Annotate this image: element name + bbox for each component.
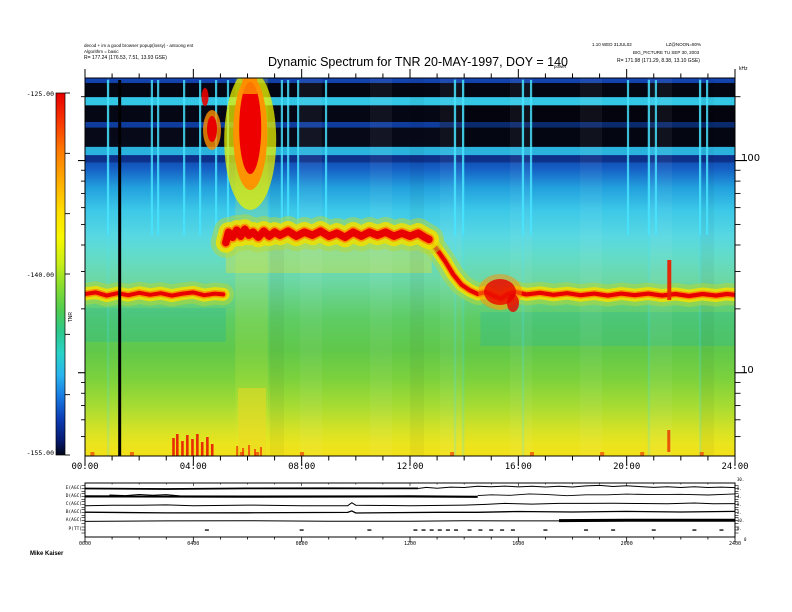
trace-label-a-agc: A(AGC) xyxy=(65,517,82,523)
colorbar xyxy=(55,92,66,456)
panel-time-1600: 1600 xyxy=(512,541,525,547)
header-program: BIG_PICTURE TU SEP 30, 2003 xyxy=(633,50,700,55)
panel-right-mark-4: 2. xyxy=(737,510,742,515)
header-lz-note: LZ@NOON=80% xyxy=(666,42,701,47)
time-label-24: 24:00 xyxy=(721,462,749,472)
trace-label-e-agc: E(AGC) xyxy=(65,485,82,491)
colorbar-label-mid: -140.00 xyxy=(26,270,54,279)
panel-right-mark-6: 0. xyxy=(737,526,742,531)
panel-time-1200: 1200 xyxy=(403,541,417,547)
panel-right-mark-2: 4. xyxy=(737,494,742,499)
freq-label-10: 10 xyxy=(741,365,754,376)
freq-unit-label: kHz xyxy=(739,66,748,72)
status-panel-traces xyxy=(81,484,739,534)
colorbar-label-max: -125.00 xyxy=(26,89,54,98)
time-label-20: 20:00 xyxy=(613,462,641,472)
header-left-line2: Algorithm = basic xyxy=(84,49,119,54)
panel-time-2000: 2000 xyxy=(620,541,633,547)
trace-label-ptt: P(TT) xyxy=(68,527,82,532)
time-label-12: 12:00 xyxy=(396,462,424,472)
panel-right-mark-1: 8. xyxy=(737,486,742,491)
freq-label-100: 100 xyxy=(741,153,761,164)
page-title: Dynamic Spectrum for TNR 20-MAY-1997, DO… xyxy=(268,55,569,69)
status-panel-border xyxy=(84,482,736,538)
panel-time-0800: 0800 xyxy=(295,541,308,547)
header-left-position: R= 177.24 (176.53, 7.51, 13.93 GSE) xyxy=(84,55,167,61)
panel-right-mark-5: 10. xyxy=(737,518,745,523)
power-note: power xyxy=(554,64,567,69)
colorbar-axis-label: TNR xyxy=(68,312,74,323)
panel-time-0400: 0400 xyxy=(187,541,200,547)
axes-ticks xyxy=(65,69,747,542)
time-label-00: 00:00 xyxy=(71,462,99,472)
time-label-04: 04:00 xyxy=(179,462,207,472)
time-label-08: 08:00 xyxy=(288,462,316,472)
panel-time-2400: 2400 xyxy=(728,541,742,547)
header-right-position: R= 171.98 (171.29, 8.38, 13.10 GSE) xyxy=(617,58,700,64)
colorbar-label-min: -155.00 xyxy=(26,448,54,457)
panel-corner-mark: 0 xyxy=(744,537,747,542)
time-label-16: 16:00 xyxy=(504,462,532,472)
trace-label-d-agc: D(AGC) xyxy=(65,493,82,499)
panel-right-mark-3: 8. xyxy=(737,502,742,507)
footer-credit: Mike Kaiser xyxy=(30,551,64,557)
spectrogram-image xyxy=(85,78,735,456)
header-left-line1: decod + im a good browser popup(lossy) -… xyxy=(84,43,194,48)
trace-label-c-agc: C(AGC) xyxy=(65,501,82,507)
panel-right-mark-0: 30. xyxy=(737,477,745,482)
panel-time-0000: 0000 xyxy=(78,541,92,547)
header-version: 1.10 WED 31JUL02 xyxy=(592,42,632,47)
trace-label-b-agc: B(AGC) xyxy=(65,509,82,515)
